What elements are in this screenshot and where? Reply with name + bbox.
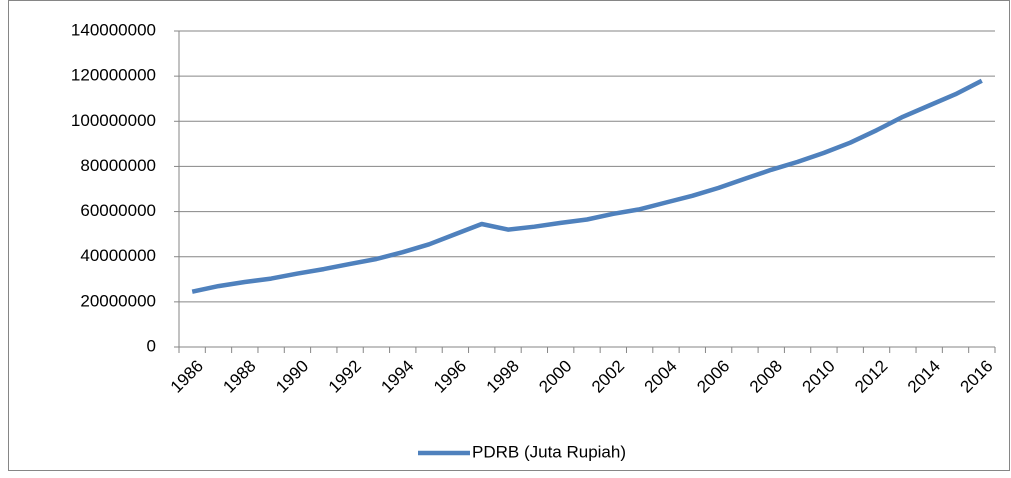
x-tick-label: 1990 [272,356,312,396]
y-tick-label: 120000000 [71,66,156,85]
x-tick-label: 1988 [219,356,259,396]
y-tick-label: 60000000 [80,201,156,220]
line-series [191,78,983,294]
x-tick-label: 2008 [746,356,786,396]
x-tick-label: 1998 [483,356,523,396]
x-tick-label: 2006 [693,356,733,396]
x-tick-label: 2004 [641,356,681,396]
y-tick-label: 80000000 [80,156,156,175]
y-tick-label: 100000000 [71,111,156,130]
y-tick-label: 40000000 [80,246,156,265]
y-tick-label: 140000000 [71,20,156,39]
chart-frame [8,0,1010,471]
x-tick-label: 2010 [799,356,839,396]
legend-label: PDRB (Juta Rupiah) [472,442,626,461]
x-tick-label: 1986 [167,356,207,396]
x-tick-label: 1994 [377,356,417,396]
x-tick-label: 2014 [904,356,944,396]
y-tick-label: 20000000 [80,291,156,310]
x-tick-label: 2012 [851,356,891,396]
x-tick-label: 2002 [588,356,628,396]
x-tick-label: 2016 [956,356,996,396]
y-tick-label: 0 [147,336,156,355]
x-tick-label: 1996 [430,356,470,396]
x-tick-label: 2000 [535,356,575,396]
x-tick-label: 1992 [325,356,365,396]
